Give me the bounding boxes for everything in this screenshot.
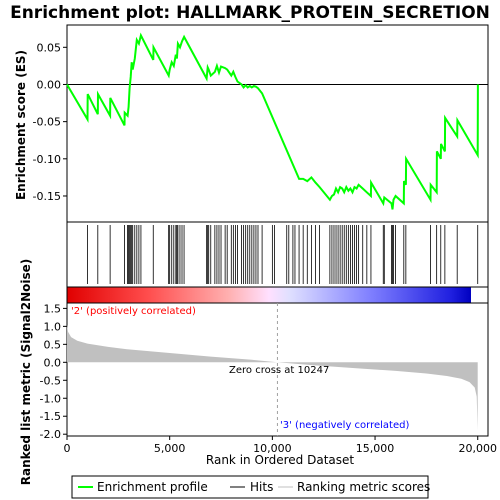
- x-tick-label: 0: [64, 442, 71, 455]
- metric-y-tick-label: -1.5: [40, 410, 61, 423]
- x-tick-label: 5,000: [154, 442, 186, 455]
- metric-y-tick-label: 0.5: [44, 338, 62, 351]
- enrichment-profile-line: [66, 32, 479, 210]
- metric-y-tick-label: 1.5: [44, 302, 62, 315]
- x-axis-label: Rank in Ordered Dataset: [206, 453, 354, 467]
- es-y-tick-label: -0.10: [33, 153, 61, 166]
- metric-y-axis-label: Ranked list metric (Signal2Noise): [19, 259, 33, 486]
- x-tick-label: 15,000: [356, 442, 395, 455]
- x-axis-ticks: 0 5,000 10,000 15,000 20,000: [64, 436, 497, 455]
- es-y-tick-label: -0.15: [33, 190, 61, 203]
- metric-y-tick-label: -1.0: [40, 392, 61, 405]
- metric-y-ticks: 1.5 1.0 0.5 0.0 -0.5 -1.0 -1.5 -2.0: [40, 302, 67, 441]
- metric-y-tick-label: -2.0: [40, 428, 61, 441]
- x-tick-label: 10,000: [253, 442, 292, 455]
- es-y-tick-label: -0.05: [33, 116, 61, 129]
- es-panel-frame: [66, 24, 489, 223]
- legend: Enrichment profile Hits Ranking metric s…: [71, 475, 430, 499]
- x-tick-label: 20,000: [458, 442, 497, 455]
- legend-hits-label: Hits: [250, 480, 273, 494]
- hits-panel-frame: [66, 221, 489, 288]
- zero-cross-label: Zero cross at 10247: [229, 365, 329, 376]
- legend-profile-label: Enrichment profile: [97, 480, 208, 494]
- es-y-tick-label: 0.00: [37, 78, 62, 91]
- metric-panel: 1.5 1.0 0.5 0.0 -0.5 -1.0 -1.5 -2.0 '2' (positi…: [40, 302, 489, 441]
- es-y-ticks: 0.05 0.00 -0.05 -0.10 -0.15: [33, 41, 67, 203]
- metric-y-tick-label: 1.0: [44, 320, 62, 333]
- es-y-axis-label: Enrichment score (ES): [14, 50, 28, 200]
- legend-metric-label: Ranking metric scores: [297, 480, 430, 494]
- metric-y-tick-label: -0.5: [40, 374, 61, 387]
- hit-lines: [87, 225, 479, 284]
- negative-correlation-label: '3' (negatively correlated): [280, 420, 409, 431]
- positive-correlation-label: '2' (positively correlated): [71, 306, 196, 317]
- es-y-tick-label: 0.05: [37, 41, 62, 54]
- es-panel: 0.05 0.00 -0.05 -0.10 -0.15: [33, 24, 489, 223]
- legend-frame: [71, 475, 429, 499]
- metric-y-tick-label: 0.0: [44, 356, 62, 369]
- hits-panel: [66, 221, 489, 288]
- rank-color-bar: [67, 287, 471, 303]
- chart-title: Enrichment plot: HALLMARK_PROTEIN_SECRET…: [10, 3, 490, 23]
